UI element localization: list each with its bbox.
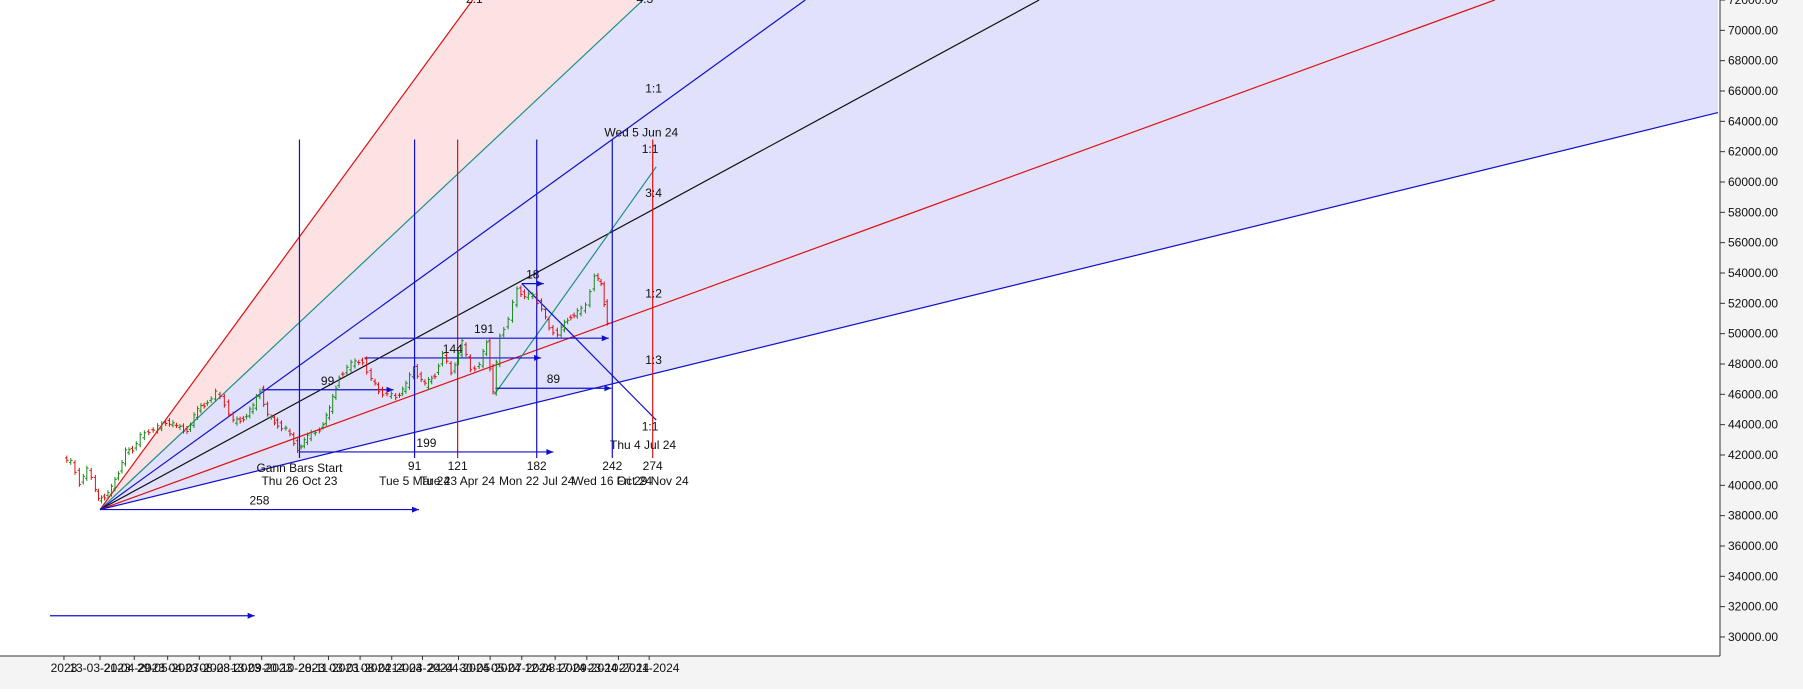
x-tick-label: 08-08-2023	[199, 661, 261, 675]
x-tick-label: 30-05-2024	[459, 661, 521, 675]
fan-zone-blue	[100, 0, 1718, 510]
count-bar-arrowhead	[604, 385, 612, 392]
fan-ratio-label: 1:2	[645, 286, 662, 300]
y-tick-label: 72000.00	[1728, 0, 1778, 7]
x-tick-label: 27-11-2024	[619, 661, 680, 675]
x-axis-background	[0, 656, 1803, 689]
fan-ratio-label: 1:1	[642, 142, 659, 156]
horizontal-count-bars: 258 199 99 191 144 89 18	[49, 268, 612, 619]
x-tick-label: 23-10-2024	[588, 661, 650, 675]
y-tick-label: 50000.00	[1728, 327, 1778, 341]
y-axis-panel: 30000.00 32000.00 34000.00 36000.00 38000.00…	[1719, 0, 1803, 689]
fan-ratio-label: 1:3	[645, 353, 662, 367]
count-bar-arrowhead	[247, 612, 255, 619]
x-tick-label: 17-09-2024	[556, 661, 618, 675]
y-tick-label: 60000.00	[1728, 175, 1778, 189]
fan-line-1-2	[99, 0, 1495, 511]
fan-zone-red	[100, 0, 1718, 510]
time-marker-count: 121	[448, 459, 468, 473]
y-tick-label: 56000.00	[1728, 236, 1778, 250]
fan-line-1-3	[99, 111, 1719, 511]
count-bar-arrowhead	[534, 354, 542, 361]
y-tick-label: 42000.00	[1728, 448, 1778, 462]
y-tick-label: 68000.00	[1728, 54, 1778, 68]
y-tick-label: 46000.00	[1728, 387, 1778, 401]
y-tick-label: 64000.00	[1728, 114, 1778, 128]
x-tick-label: 14-03-2024	[392, 661, 454, 675]
x-tick-label: 29-05-2023	[137, 661, 199, 675]
y-tick-label: 62000.00	[1728, 145, 1778, 159]
count-bar-label: 144	[443, 342, 463, 356]
y-tick-label: 70000.00	[1728, 23, 1778, 37]
x-tick-label: 13-09-2023	[231, 661, 293, 675]
count-bar-label: 99	[321, 374, 335, 388]
count-bar-label: 258	[249, 494, 269, 508]
y-tick-label: 58000.00	[1728, 205, 1778, 219]
fan-ratio-label: 3:4	[645, 186, 662, 200]
fan-ratio-label: Thu 4 Jul 24	[610, 438, 676, 452]
y-tick-label: 48000.00	[1728, 357, 1778, 371]
gann-bars-start-label: Gann Bars Start	[256, 461, 343, 475]
annotations: 2:1 4:3 1:1 Wed 5 Jun 24 1:1 3:4 1:2 1:3 1:1 Thu …	[466, 0, 679, 452]
x-tick-label: 20-10-2023	[263, 661, 325, 675]
x-tick-label: 04-07-2023	[169, 661, 231, 675]
time-marker-date: Mon 22 Jul 24	[499, 474, 575, 488]
time-marker-date: Wed 16 Oct 24	[572, 474, 652, 488]
price-series	[65, 273, 610, 504]
y-tick-label: 38000.00	[1728, 509, 1778, 523]
fan-ratio-label: 1:1	[642, 420, 659, 434]
x-tick-label: 24-04-2024	[428, 661, 490, 675]
count-bar-arrowhead	[536, 280, 544, 287]
x-tick-label: 13-03-2023	[69, 661, 131, 675]
y-tick-label: 66000.00	[1728, 84, 1778, 98]
time-marker-count: 91	[408, 459, 422, 473]
count-bar-label: 199	[416, 436, 436, 450]
x-tick-label: 21-04-2023	[104, 661, 166, 675]
count-bar-label: 89	[547, 372, 561, 386]
count-bar-arrowhead	[386, 386, 394, 393]
trend-line-0	[494, 166, 657, 395]
count-bar-label: 191	[474, 322, 494, 336]
x-tick-label: 28-11-2023	[298, 661, 359, 675]
x-tick-label: 08-02-2024	[361, 661, 423, 675]
y-axis-background	[1720, 0, 1803, 689]
x-tick-label: 12-08-2024	[524, 661, 586, 675]
time-marker-date: Thu 26 Oct 23	[261, 474, 337, 488]
time-marker-count: 242	[602, 459, 622, 473]
fan-line-3-4	[99, 0, 1040, 511]
count-bar-label: 18	[526, 268, 540, 282]
y-tick-label: 40000.00	[1728, 478, 1778, 492]
fan-ratio-label: Wed 5 Jun 24	[604, 125, 678, 139]
fan-ratio-label: 4:3	[636, 0, 653, 6]
fan-ratio-label: 2:1	[466, 0, 483, 6]
count-bar-arrowhead	[546, 448, 554, 455]
x-tick-label: 05-07-2024	[491, 661, 553, 675]
x-tick-label: 03-01-2024	[329, 661, 391, 675]
time-marker-count: 182	[527, 459, 547, 473]
y-tick-label: 54000.00	[1728, 266, 1778, 280]
x-tick-label: 2023	[51, 661, 78, 675]
time-marker-count: 274	[643, 459, 663, 473]
time-marker-date: Tue 23 Apr 24	[420, 474, 495, 488]
y-tick-label: 52000.00	[1728, 296, 1778, 310]
y-tick-label: 30000.00	[1728, 630, 1778, 644]
fan-zones	[100, 0, 1718, 510]
time-marker-date: Fri 29 Nov 24	[617, 474, 689, 488]
y-tick-label: 44000.00	[1728, 418, 1778, 432]
y-tick-label: 36000.00	[1728, 539, 1778, 553]
count-bar-arrowhead	[601, 335, 609, 342]
fan-ratio-label: 1:1	[645, 82, 662, 96]
y-tick-label: 34000.00	[1728, 569, 1778, 583]
y-tick-label: 32000.00	[1728, 600, 1778, 614]
trend-line-1	[521, 283, 657, 421]
fan-line-1-1	[99, 0, 806, 511]
x-axis-panel: 202313-03-202321-04-202329-05-202304-07-…	[0, 655, 1803, 689]
time-marker-date: Tue 5 Mar 24	[379, 474, 450, 488]
count-bar-arrowhead	[411, 506, 419, 513]
